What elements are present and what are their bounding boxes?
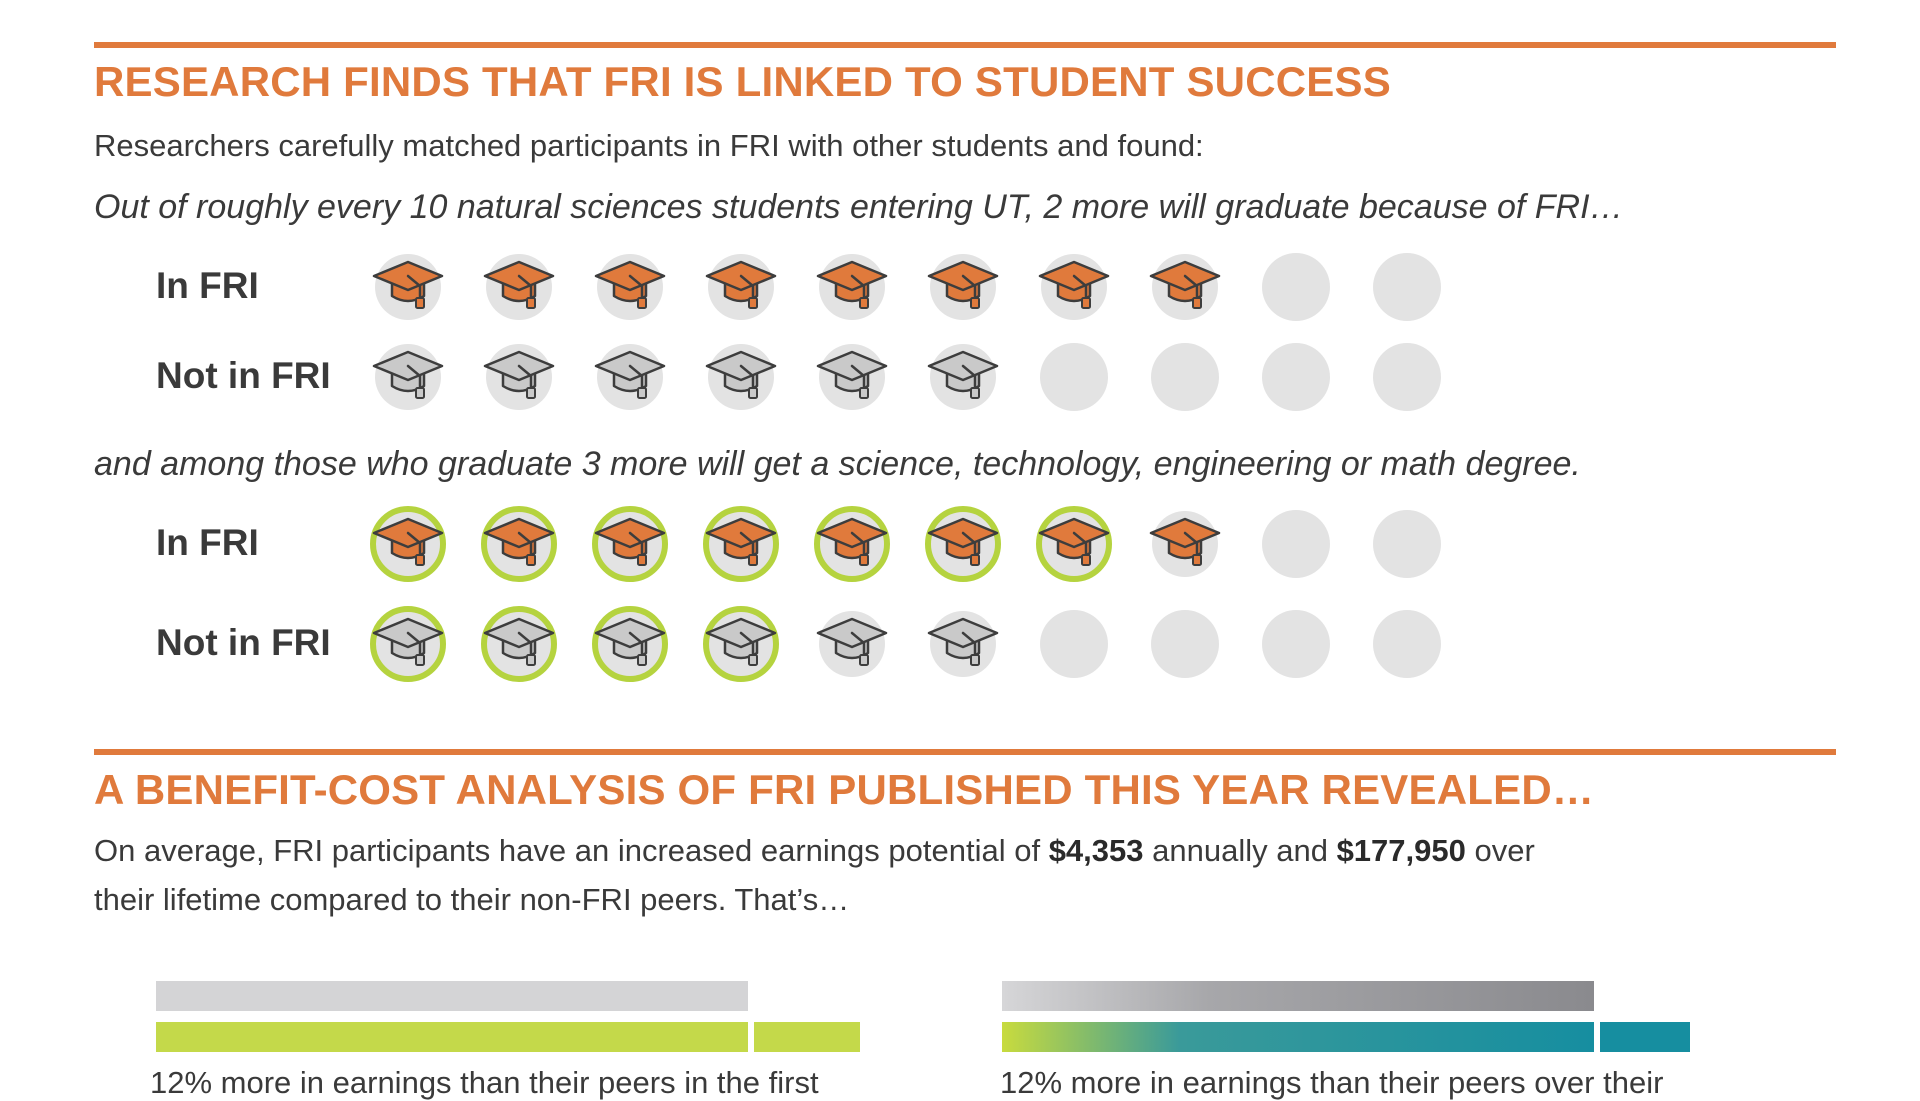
stem-ring-cap-slot bbox=[479, 504, 559, 584]
bar-left-fri-base bbox=[156, 1022, 748, 1052]
stem-ring-cap-slot bbox=[923, 504, 1003, 584]
graduation-row-not-in-fri bbox=[368, 337, 1468, 417]
graduation-cap-orange-icon bbox=[814, 513, 890, 576]
graduation-cap-gray-icon bbox=[592, 613, 668, 676]
graduation-cap-gray-icon bbox=[592, 346, 668, 409]
graduation-cap-orange-icon bbox=[1147, 513, 1223, 576]
graduate-cap-slot bbox=[701, 247, 781, 327]
empty-student-circle bbox=[1256, 337, 1336, 417]
graduate-cap-slot bbox=[923, 247, 1003, 327]
empty-student-circle bbox=[1256, 504, 1336, 584]
stem-row-in-fri bbox=[368, 504, 1468, 584]
graduation-cap-orange-icon bbox=[1147, 256, 1223, 319]
empty-student-circle bbox=[1145, 337, 1225, 417]
row-label-not-in-fri-stem: Not in FRI bbox=[156, 622, 331, 663]
graduation-cap-orange-icon bbox=[1036, 513, 1112, 576]
bar-right-peers bbox=[1002, 981, 1594, 1011]
stem-ring-cap-slot bbox=[1034, 504, 1114, 584]
graduate-cap-slot bbox=[701, 337, 781, 417]
earnings-text-mid: annually and bbox=[1143, 833, 1337, 868]
graduation-cap-orange-icon bbox=[592, 256, 668, 319]
graduation-cap-gray-icon bbox=[370, 346, 446, 409]
stem-ring-cap-slot bbox=[701, 604, 781, 684]
earnings-text-pre: On average, FRI participants have an inc… bbox=[94, 833, 1049, 868]
graduation-cap-gray-icon bbox=[481, 613, 557, 676]
graduation-cap-gray-icon bbox=[370, 613, 446, 676]
empty-student-circle bbox=[1367, 337, 1447, 417]
section-divider-top bbox=[94, 42, 1836, 48]
graduate-cap-slot bbox=[479, 337, 559, 417]
graduation-cap-orange-icon bbox=[592, 513, 668, 576]
stem-ring-cap-slot bbox=[368, 604, 448, 684]
annual-amount: $4,353 bbox=[1048, 833, 1144, 868]
graduation-cap-orange-icon bbox=[814, 256, 890, 319]
graduate-cap-slot bbox=[590, 337, 670, 417]
row-label-in-fri: In FRI bbox=[156, 265, 259, 306]
stem-ring-cap-slot bbox=[590, 604, 670, 684]
graduation-row-in-fri bbox=[368, 247, 1468, 327]
stem-statement: and among those who graduate 3 more will… bbox=[94, 445, 1581, 483]
row-label-in-fri-stem: In FRI bbox=[156, 522, 259, 563]
graduation-cap-gray-icon bbox=[703, 346, 779, 409]
graduation-cap-orange-icon bbox=[703, 256, 779, 319]
section-title-research: RESEARCH FINDS THAT FRI IS LINKED TO STU… bbox=[94, 58, 1391, 105]
graduate-cap-slot bbox=[812, 337, 892, 417]
graduation-cap-gray-icon bbox=[703, 613, 779, 676]
graduate-cap-slot bbox=[479, 247, 559, 327]
empty-student-circle bbox=[1367, 504, 1447, 584]
graduate-cap-slot bbox=[923, 337, 1003, 417]
bar-right-fri-base bbox=[1002, 1022, 1594, 1052]
bar-left-fri-gain bbox=[754, 1022, 860, 1052]
earnings-text-line1: On average, FRI participants have an inc… bbox=[94, 833, 1535, 869]
section-title-benefit-cost: A BENEFIT-COST ANALYSIS OF FRI PUBLISHED… bbox=[94, 766, 1595, 813]
graduation-cap-gray-icon bbox=[814, 613, 890, 676]
graduation-statement: Out of roughly every 10 natural sciences… bbox=[94, 188, 1624, 226]
graduation-cap-orange-icon bbox=[925, 513, 1001, 576]
graduate-cap-slot bbox=[1145, 504, 1225, 584]
graduation-cap-orange-icon bbox=[370, 513, 446, 576]
stem-ring-cap-slot bbox=[701, 504, 781, 584]
graduate-cap-slot bbox=[923, 604, 1003, 684]
cut-off-text-right: 12% more in earnings than their peers ov… bbox=[1000, 1065, 1664, 1100]
graduation-cap-orange-icon bbox=[703, 513, 779, 576]
graduation-cap-gray-icon bbox=[925, 613, 1001, 676]
graduation-cap-orange-icon bbox=[481, 513, 557, 576]
empty-student-circle bbox=[1145, 604, 1225, 684]
cut-off-text-left: 12% more in earnings than their peers in… bbox=[150, 1065, 819, 1100]
graduation-cap-orange-icon bbox=[481, 256, 557, 319]
bar-left-peers bbox=[156, 981, 748, 1011]
graduate-cap-slot bbox=[368, 247, 448, 327]
empty-student-circle bbox=[1256, 247, 1336, 327]
row-label-not-in-fri: Not in FRI bbox=[156, 355, 331, 396]
graduate-cap-slot bbox=[812, 247, 892, 327]
stem-ring-cap-slot bbox=[479, 604, 559, 684]
graduate-cap-slot bbox=[368, 337, 448, 417]
empty-student-circle bbox=[1367, 604, 1447, 684]
research-intro: Researchers carefully matched participan… bbox=[94, 128, 1204, 163]
graduate-cap-slot bbox=[1034, 247, 1114, 327]
graduation-cap-orange-icon bbox=[1036, 256, 1112, 319]
graduation-cap-gray-icon bbox=[481, 346, 557, 409]
stem-row-not-in-fri bbox=[368, 604, 1468, 684]
empty-student-circle bbox=[1256, 604, 1336, 684]
stem-ring-cap-slot bbox=[368, 504, 448, 584]
graduate-cap-slot bbox=[1145, 247, 1225, 327]
graduation-cap-gray-icon bbox=[925, 346, 1001, 409]
empty-student-circle bbox=[1367, 247, 1447, 327]
graduate-cap-slot bbox=[590, 247, 670, 327]
graduation-cap-orange-icon bbox=[370, 256, 446, 319]
empty-student-circle bbox=[1034, 604, 1114, 684]
stem-ring-cap-slot bbox=[812, 504, 892, 584]
graduation-cap-gray-icon bbox=[814, 346, 890, 409]
graduate-cap-slot bbox=[812, 604, 892, 684]
earnings-text-post: over bbox=[1465, 833, 1535, 868]
lifetime-amount: $177,950 bbox=[1336, 833, 1466, 868]
empty-student-circle bbox=[1034, 337, 1114, 417]
stem-ring-cap-slot bbox=[590, 504, 670, 584]
earnings-text-line2: their lifetime compared to their non-FRI… bbox=[94, 882, 850, 917]
graduation-cap-orange-icon bbox=[925, 256, 1001, 319]
bar-right-fri-gain bbox=[1600, 1022, 1690, 1052]
section-divider-benefit bbox=[94, 749, 1836, 755]
